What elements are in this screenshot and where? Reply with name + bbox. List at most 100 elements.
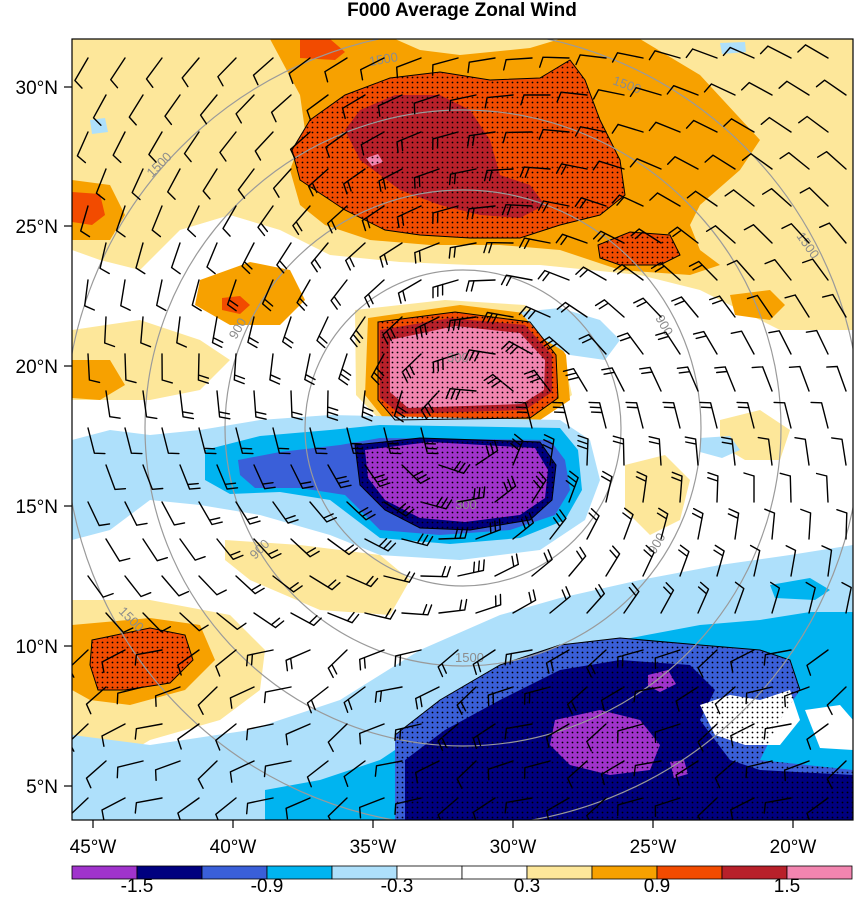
wind-barb xyxy=(432,205,459,225)
wind-barb xyxy=(437,723,459,752)
wind-barb xyxy=(99,242,110,275)
wind-barb xyxy=(722,46,755,59)
wind-barb xyxy=(359,723,385,745)
wind-barb xyxy=(432,131,459,150)
wind-barb xyxy=(374,686,403,703)
wind-barb xyxy=(206,242,218,275)
wind-barb xyxy=(613,263,644,281)
wind-barb xyxy=(216,538,244,560)
wind-barb xyxy=(263,760,292,778)
wind-barb xyxy=(537,200,570,212)
wind-barb xyxy=(549,586,571,614)
wind-barb xyxy=(396,57,422,79)
colorbar-labels: -1.5 -0.9 -0.3 0.3 0.9 1.5 xyxy=(121,876,801,897)
wind-barb xyxy=(290,612,322,627)
wind-barb xyxy=(586,508,600,540)
wind-barb xyxy=(567,760,588,789)
wind-barb xyxy=(778,80,810,96)
wind-barb xyxy=(285,797,311,820)
wind-barb xyxy=(290,390,303,421)
ring-label: 1500 xyxy=(368,49,399,69)
wind-barb xyxy=(191,279,202,312)
wind-barb xyxy=(494,553,519,577)
wind-barb xyxy=(472,723,496,749)
wind-barb xyxy=(841,581,852,614)
wind-barb xyxy=(199,94,218,125)
wind-barb xyxy=(161,501,186,526)
wind-barb xyxy=(151,205,163,238)
wind-barb xyxy=(764,508,776,540)
wind-barb xyxy=(768,330,792,355)
wind-barb xyxy=(730,649,755,673)
wind-barb xyxy=(660,582,675,614)
wind-barb xyxy=(556,301,588,318)
wind-barb xyxy=(253,612,285,629)
wind-barb xyxy=(648,436,662,466)
range-ring-600 xyxy=(224,189,702,667)
wind-barb xyxy=(685,48,718,59)
wind-barb xyxy=(671,296,699,318)
wind-barb xyxy=(181,57,200,88)
wind-barb xyxy=(726,259,755,281)
wind-barb xyxy=(487,686,514,707)
wind-barb xyxy=(327,538,358,556)
wind-barb xyxy=(704,154,736,170)
wind-barb xyxy=(183,131,200,163)
wind-barb xyxy=(555,163,588,175)
lat-label: 30°N xyxy=(16,78,58,99)
wind-barb xyxy=(179,464,201,490)
wind-barb xyxy=(537,269,570,282)
wind-barb xyxy=(475,439,499,466)
wind-barb xyxy=(187,205,200,238)
wind-barb xyxy=(551,401,570,429)
wind-barb xyxy=(309,501,337,523)
wind-barb xyxy=(397,279,422,304)
wind-barb xyxy=(343,168,366,195)
wind-barb xyxy=(179,612,209,632)
wind-barb xyxy=(799,187,829,207)
wind-barb xyxy=(215,723,237,751)
wind-barb xyxy=(142,538,168,562)
wind-barb xyxy=(216,390,231,420)
wind-barb xyxy=(556,91,588,103)
wind-barb xyxy=(741,81,773,96)
plot-area: 300 300 900 900 900 900 1500 1500 1500 1… xyxy=(72,39,853,820)
wind-barbs xyxy=(72,44,852,820)
wind-barb xyxy=(565,470,579,503)
wind-barb xyxy=(282,316,294,349)
wind-barb xyxy=(324,57,348,83)
wind-barb xyxy=(676,366,699,392)
wind-barb xyxy=(237,168,255,199)
wind-barb xyxy=(325,131,348,158)
lat-label: 20°N xyxy=(16,357,58,378)
wind-barb xyxy=(555,233,588,246)
wind-barb xyxy=(235,94,255,124)
wind-barb xyxy=(177,723,200,750)
wind-barb xyxy=(688,260,718,281)
wind-barb xyxy=(475,593,502,614)
wind-barb xyxy=(87,353,101,384)
wind-barb xyxy=(586,723,607,752)
wind-barb xyxy=(156,279,167,312)
wind-barb xyxy=(592,160,625,171)
lat-label: 15°N xyxy=(16,497,58,518)
wind-barb xyxy=(377,94,403,117)
wind-barb xyxy=(510,433,524,466)
wind-barb xyxy=(161,353,173,384)
lat-label: 10°N xyxy=(16,637,58,658)
wind-barb xyxy=(751,366,773,392)
wind-barb xyxy=(730,330,755,355)
wind-barb xyxy=(252,57,274,86)
wind-barb xyxy=(671,471,683,503)
wind-barb xyxy=(246,649,274,667)
wind-barb xyxy=(764,259,792,281)
wind-barb xyxy=(531,471,547,503)
wind-barb xyxy=(290,538,320,558)
wind-barb xyxy=(483,168,514,182)
wind-barb xyxy=(382,316,403,345)
wind-barb xyxy=(197,353,210,384)
wind-barb xyxy=(179,390,195,420)
wind-barb xyxy=(447,316,477,332)
wind-barb xyxy=(568,546,587,577)
wind-barb xyxy=(629,87,662,98)
